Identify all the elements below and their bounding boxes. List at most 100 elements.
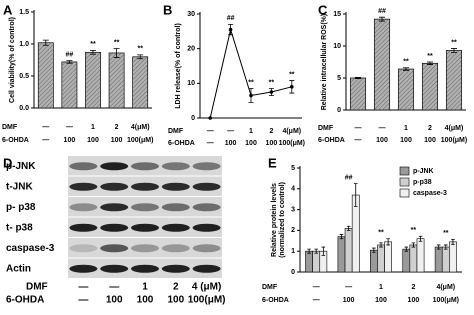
bar — [402, 248, 411, 273]
annotation: ** — [90, 41, 96, 48]
treatment-cell: 100 — [167, 295, 184, 306]
treatment-cell: 100 — [106, 295, 123, 306]
treatment-cell: 2 — [428, 125, 432, 132]
blot-band — [131, 264, 159, 273]
treatment-cell: — — [379, 125, 386, 132]
point — [269, 90, 274, 94]
bar — [312, 250, 321, 273]
error-bar — [411, 242, 416, 248]
bar-hatch — [422, 63, 438, 110]
blot-band — [100, 264, 129, 273]
treatment-cell: — — [109, 282, 119, 293]
treatment-label: 6-OHDA — [262, 297, 289, 304]
bar — [370, 249, 378, 273]
treatment-cell: 100 — [87, 137, 99, 144]
point — [290, 85, 294, 89]
treatment-cell: 2 — [269, 128, 273, 135]
bar — [449, 241, 457, 273]
error-bar — [379, 242, 383, 248]
y-tick-label: 3 — [291, 206, 295, 213]
error-bar — [379, 16, 385, 22]
treatment-cell: 100 — [408, 297, 420, 304]
bar-hatch — [61, 61, 77, 108]
treatment-cell: — — [345, 284, 352, 291]
blot-band — [192, 182, 221, 191]
error-bar — [372, 247, 376, 253]
error-bar — [307, 248, 311, 254]
treatment-cell: 4(μM) — [445, 125, 464, 132]
point — [208, 116, 212, 120]
treatment-cell: 100 — [245, 140, 257, 147]
legend-swatch — [399, 177, 410, 187]
annotation: ** — [411, 227, 417, 234]
treatment-cell: 100 — [225, 140, 237, 147]
bar — [441, 246, 450, 273]
blot-band — [192, 203, 221, 212]
error-bar — [314, 248, 318, 254]
blot-band — [69, 223, 98, 232]
bar — [377, 244, 385, 273]
treatment-label: 6-OHDA — [6, 295, 44, 306]
treatment-cell: — — [313, 297, 320, 304]
blot-label: p- p38 — [6, 202, 36, 213]
bar-hatch — [398, 69, 414, 110]
annotation: ** — [114, 39, 120, 46]
error-bar — [451, 238, 455, 245]
bar — [409, 244, 418, 273]
treatment-cell: 1 — [379, 284, 383, 291]
bar-hatch — [38, 42, 54, 108]
bar — [416, 238, 425, 273]
blot-band — [161, 182, 190, 191]
treatment-cell: — — [207, 128, 214, 135]
bar — [434, 246, 443, 273]
y-tick-label: 0 — [291, 269, 295, 276]
legend-label: caspase-3 — [413, 190, 447, 197]
treatment-cell: 1 — [91, 124, 95, 131]
blot-strip — [68, 238, 222, 258]
annotation: ** — [248, 79, 254, 86]
annotation: ** — [289, 71, 295, 78]
annotation: ** — [269, 79, 275, 86]
y-tick-label: 1 — [291, 248, 295, 255]
treatment-cell: 2 — [411, 284, 415, 291]
panel-letter: A — [3, 2, 13, 17]
y-tick-label: 20 — [187, 46, 195, 53]
treatment-cell: 1 — [249, 128, 253, 135]
annotation: ## — [66, 51, 74, 58]
treatment-cell: 1 — [142, 282, 148, 293]
treatment-cell: 100(μM) — [188, 295, 226, 306]
blot-band — [192, 162, 221, 171]
bar-hatch — [132, 56, 148, 108]
y-tick-label: 2 — [291, 227, 295, 234]
treatment-cell: 100 — [343, 297, 355, 304]
annotation: ** — [137, 46, 143, 53]
y-tick-label: 0.0 — [19, 105, 29, 112]
panel-letter: E — [268, 155, 277, 170]
y-tick-label: 15 — [333, 11, 341, 18]
y-tick-label: 0 — [191, 115, 195, 122]
treatment-cell: 100 — [375, 297, 387, 304]
error-bar — [386, 238, 390, 246]
treatment-label: DMF — [2, 124, 18, 131]
treatment-label: DMF — [318, 125, 334, 132]
line — [209, 27, 292, 119]
error-bar — [427, 61, 433, 65]
annotation: ** — [451, 39, 457, 46]
bar — [337, 236, 346, 273]
legend-label: p-p38 — [413, 179, 432, 186]
annotation: ## — [227, 15, 235, 22]
blot-label: caspase-3 — [6, 243, 55, 254]
blot-band — [69, 162, 98, 171]
treatment-cell: 100(μM) — [127, 137, 153, 144]
legend-swatch — [399, 166, 410, 176]
blot-band — [192, 244, 221, 253]
annotation: ** — [403, 59, 409, 66]
treatment-cell: 100(μM) — [433, 297, 459, 304]
y-tick-label: 0 — [337, 107, 341, 114]
bar-hatch — [446, 50, 462, 110]
blot-label: Actin — [6, 263, 31, 274]
error-bar — [321, 246, 326, 256]
error-bar — [346, 225, 351, 231]
blot-band — [69, 244, 98, 253]
blot-band — [100, 223, 129, 232]
